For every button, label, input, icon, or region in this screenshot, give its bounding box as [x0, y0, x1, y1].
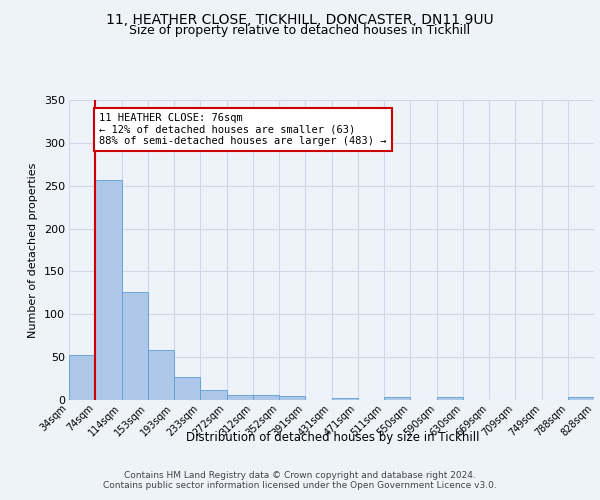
Bar — [384, 396, 410, 400]
Bar — [95, 180, 121, 400]
Bar — [331, 398, 358, 400]
Bar — [437, 398, 463, 400]
Bar — [200, 390, 227, 400]
Bar — [568, 398, 594, 400]
Text: Distribution of detached houses by size in Tickhill: Distribution of detached houses by size … — [186, 431, 480, 444]
Bar — [121, 292, 148, 400]
Bar — [148, 350, 174, 400]
Y-axis label: Number of detached properties: Number of detached properties — [28, 162, 38, 338]
Text: Contains HM Land Registry data © Crown copyright and database right 2024.: Contains HM Land Registry data © Crown c… — [124, 472, 476, 480]
Bar — [174, 377, 200, 400]
Text: Size of property relative to detached houses in Tickhill: Size of property relative to detached ho… — [130, 24, 470, 37]
Bar — [227, 395, 253, 400]
Text: Contains public sector information licensed under the Open Government Licence v3: Contains public sector information licen… — [103, 482, 497, 490]
Bar — [253, 395, 279, 400]
Text: 11, HEATHER CLOSE, TICKHILL, DONCASTER, DN11 9UU: 11, HEATHER CLOSE, TICKHILL, DONCASTER, … — [106, 12, 494, 26]
Bar — [279, 396, 305, 400]
Text: 11 HEATHER CLOSE: 76sqm
← 12% of detached houses are smaller (63)
88% of semi-de: 11 HEATHER CLOSE: 76sqm ← 12% of detache… — [99, 113, 386, 146]
Bar — [69, 356, 95, 400]
